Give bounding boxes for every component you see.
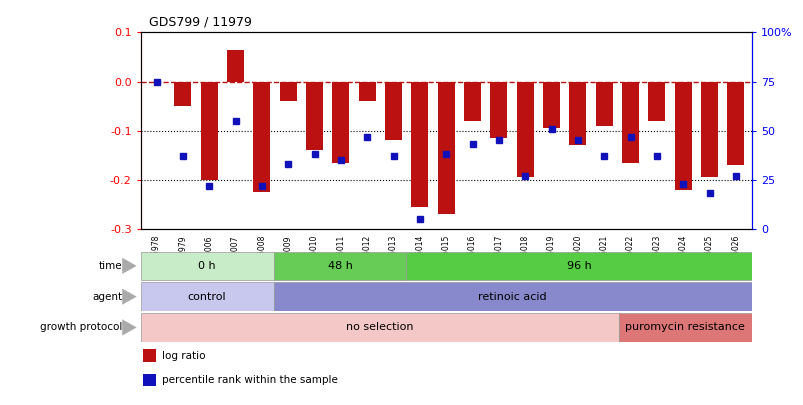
Polygon shape xyxy=(122,288,137,305)
Text: agent: agent xyxy=(92,292,122,302)
Polygon shape xyxy=(122,319,137,335)
Bar xyxy=(332,81,349,162)
Bar xyxy=(279,81,296,101)
Bar xyxy=(700,81,717,177)
Polygon shape xyxy=(122,258,137,274)
Bar xyxy=(490,81,507,138)
Bar xyxy=(647,81,665,121)
Bar xyxy=(569,81,585,145)
Bar xyxy=(674,81,691,190)
Bar xyxy=(358,81,375,101)
Bar xyxy=(141,252,273,280)
Bar xyxy=(142,373,156,386)
Bar xyxy=(142,349,156,362)
Bar xyxy=(516,81,533,177)
Text: control: control xyxy=(188,292,226,302)
Text: retinoic acid: retinoic acid xyxy=(478,292,546,302)
Text: puromycin resistance: puromycin resistance xyxy=(625,322,744,333)
Text: 96 h: 96 h xyxy=(566,261,591,271)
Text: time: time xyxy=(99,261,122,271)
Bar xyxy=(618,313,751,342)
Text: 0 h: 0 h xyxy=(198,261,216,271)
Text: percentile rank within the sample: percentile rank within the sample xyxy=(162,375,338,385)
Bar xyxy=(174,81,191,106)
Bar xyxy=(141,282,273,311)
Bar xyxy=(437,81,454,214)
Bar xyxy=(306,81,323,150)
Bar xyxy=(253,81,270,192)
Bar xyxy=(411,81,428,207)
Text: no selection: no selection xyxy=(345,322,413,333)
Bar xyxy=(595,81,612,126)
Bar xyxy=(226,49,244,81)
Text: growth protocol: growth protocol xyxy=(40,322,122,333)
Bar xyxy=(273,282,751,311)
Bar xyxy=(622,81,638,162)
Bar xyxy=(201,81,218,180)
Bar xyxy=(273,252,406,280)
Bar xyxy=(141,313,618,342)
Bar xyxy=(542,81,560,128)
Bar xyxy=(463,81,480,121)
Text: log ratio: log ratio xyxy=(162,351,206,360)
Bar xyxy=(385,81,402,141)
Text: 48 h: 48 h xyxy=(327,261,352,271)
Text: GDS799 / 11979: GDS799 / 11979 xyxy=(149,15,251,28)
Bar xyxy=(727,81,744,165)
Bar xyxy=(406,252,751,280)
